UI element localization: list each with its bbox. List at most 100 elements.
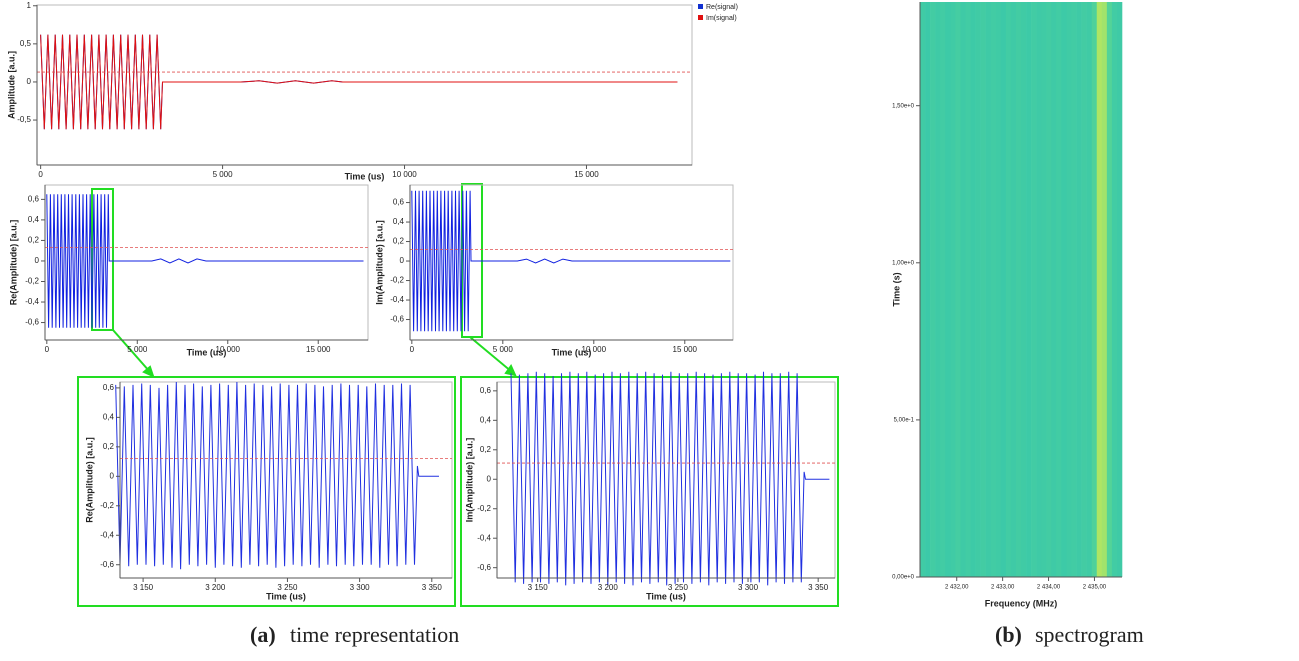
y-tick-label: 0,6	[393, 198, 405, 207]
heat-cell	[1046, 2, 1051, 577]
y-tick-label: -0,2	[100, 501, 114, 510]
y-axis-label: Re(Amplitude) [a.u.]	[84, 437, 94, 523]
signal-line	[116, 382, 439, 569]
heat-cell	[945, 2, 950, 577]
heat-cell	[925, 2, 930, 577]
y-tick-label: 0,4	[28, 215, 40, 224]
heat-cell	[940, 2, 945, 577]
y-axis-label: Im(Amplitude) [a.u.]	[374, 220, 384, 305]
x-axis-label: Frequency (MHz)	[985, 598, 1058, 608]
y-tick-label: -0,6	[25, 318, 39, 327]
x-tick-label: 2 434,00	[1037, 585, 1061, 591]
caption-label: (a)	[250, 622, 276, 647]
heat-cell	[1097, 2, 1102, 577]
legend-swatch	[698, 4, 703, 9]
x-tick-label: 2 433,00	[991, 585, 1015, 591]
x-tick-label: 3 350	[808, 583, 829, 592]
heat-cell	[1117, 2, 1122, 577]
heat-cell	[1077, 2, 1082, 577]
heat-cell	[955, 2, 960, 577]
heat-cell	[1102, 2, 1107, 577]
plot-frame	[37, 5, 692, 165]
x-axis-label: Time (us)	[187, 347, 227, 357]
legend-swatch	[698, 15, 703, 20]
y-tick-label: 0,6	[480, 386, 492, 395]
heat-cell	[1031, 2, 1036, 577]
caption-text: time representation	[290, 622, 459, 647]
y-axis-label: Re(Amplitude) [a.u.]	[8, 220, 18, 306]
heat-cell	[1011, 2, 1016, 577]
y-tick-label: -0,2	[25, 277, 39, 286]
y-tick-label: 0,6	[28, 194, 40, 203]
heat-cell	[935, 2, 940, 577]
y-tick-label: -0,4	[100, 530, 114, 539]
heat-cell	[1087, 2, 1092, 577]
y-tick-label: -0,4	[477, 533, 491, 542]
x-tick-label: 15 000	[673, 345, 698, 354]
x-axis-label: Time (us)	[552, 347, 592, 357]
x-tick-label: 3 200	[598, 583, 619, 592]
heat-cell	[1061, 2, 1066, 577]
x-tick-label: 2 432,00	[945, 585, 969, 591]
zoom-arrow	[470, 337, 512, 372]
signal-line	[47, 194, 364, 328]
heat-cell	[1066, 2, 1071, 577]
x-tick-label: 5 000	[493, 345, 514, 354]
heat-cell	[950, 2, 955, 577]
heat-cell	[991, 2, 996, 577]
heat-cell	[930, 2, 935, 577]
x-axis-label: Time (us)	[266, 591, 306, 601]
heat-cell	[920, 2, 925, 577]
x-tick-label: 15 000	[574, 170, 599, 179]
y-tick-label: 0,00e+0	[892, 575, 915, 581]
caption-label: (b)	[995, 622, 1022, 647]
heat-cell	[1006, 2, 1011, 577]
heat-cell	[1036, 2, 1041, 577]
y-tick-label: -0,2	[477, 504, 491, 513]
heat-cell	[1112, 2, 1117, 577]
heat-cell	[981, 2, 986, 577]
y-tick-label: 0,2	[480, 445, 492, 454]
y-tick-label: 1,50e+0	[892, 103, 915, 109]
y-tick-label: 0	[27, 77, 32, 86]
y-tick-label: 0	[400, 256, 405, 265]
y-axis-label: Im(Amplitude) [a.u.]	[464, 438, 474, 523]
y-tick-label: 1,00e+0	[892, 260, 915, 266]
x-tick-label: 0	[45, 345, 50, 354]
x-tick-label: 3 300	[350, 583, 371, 592]
y-tick-label: 0,4	[393, 217, 405, 226]
x-tick-label: 3 300	[738, 583, 759, 592]
y-tick-label: 0,6	[103, 383, 115, 392]
y-axis-label: Time (s)	[891, 272, 901, 306]
y-tick-label: -0,6	[477, 563, 491, 572]
heat-cell	[1072, 2, 1077, 577]
heat-cell	[1026, 2, 1031, 577]
y-tick-label: 0,2	[28, 236, 40, 245]
heat-cell	[971, 2, 976, 577]
x-tick-label: 3 350	[422, 583, 443, 592]
signal-line	[511, 372, 829, 586]
legend-label: Re(signal)	[706, 4, 738, 11]
x-tick-label: 0	[38, 170, 43, 179]
heat-cell	[1107, 2, 1112, 577]
heat-cell	[1021, 2, 1026, 577]
heat-cell	[1041, 2, 1046, 577]
y-tick-label: 1	[27, 1, 32, 10]
signal-line	[41, 35, 678, 130]
x-axis-label: Time (us)	[345, 171, 385, 181]
y-tick-label: -0,2	[390, 276, 404, 285]
heat-cell	[1016, 2, 1021, 577]
x-tick-label: 10 000	[392, 170, 417, 179]
page: {"chart_data": [ {"type": "line", "xlabe…	[0, 0, 1299, 661]
x-axis-label: Time (us)	[646, 591, 686, 601]
x-tick-label: 0	[410, 345, 415, 354]
y-tick-label: -0,6	[100, 560, 114, 569]
caption-text: spectrogram	[1035, 622, 1144, 647]
y-tick-label: 0,4	[480, 415, 492, 424]
x-tick-label: 5 000	[213, 170, 234, 179]
x-tick-label: 3 150	[528, 583, 549, 592]
heat-cell	[986, 2, 991, 577]
heat-cell	[960, 2, 965, 577]
heat-cell	[1001, 2, 1006, 577]
y-tick-label: 0	[35, 256, 40, 265]
